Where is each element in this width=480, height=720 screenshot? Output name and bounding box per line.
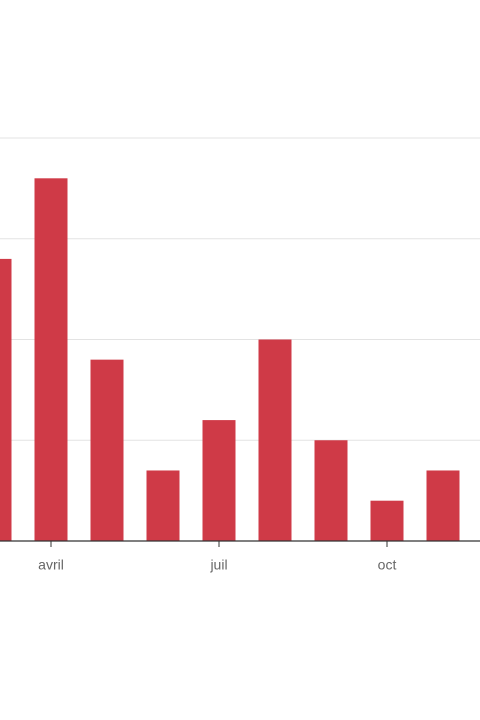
bar: [202, 420, 236, 541]
bar: [370, 500, 404, 541]
bar: [146, 470, 180, 541]
bar: [34, 178, 68, 542]
bar: [314, 440, 348, 541]
x-tick-label: juil: [209, 557, 227, 573]
bar: [426, 470, 460, 541]
x-tick-label: oct: [378, 557, 397, 573]
bar: [0, 258, 12, 541]
x-tick-label: avril: [38, 557, 64, 573]
bar: [90, 359, 124, 541]
bar: [258, 339, 292, 541]
